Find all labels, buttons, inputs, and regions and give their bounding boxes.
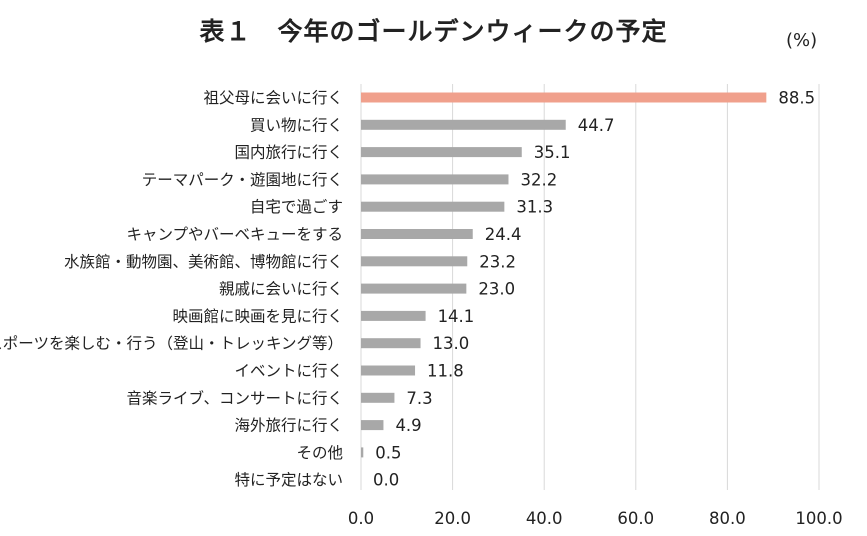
x-tick-label: 80.0 bbox=[709, 509, 746, 528]
bar bbox=[361, 174, 509, 185]
value-label: 88.5 bbox=[778, 89, 815, 108]
unit-label: (%) bbox=[786, 30, 818, 51]
bar bbox=[361, 447, 364, 458]
x-tick-label: 40.0 bbox=[526, 509, 563, 528]
category-label: スポーツを楽しむ・行う（登山・トレッキング等） bbox=[0, 335, 343, 353]
bar bbox=[361, 310, 426, 321]
category-label: 海外旅行に行く bbox=[234, 417, 343, 435]
bar bbox=[361, 283, 467, 294]
x-tick-label: 100.0 bbox=[795, 509, 842, 528]
bar bbox=[361, 392, 395, 403]
chart-title: 表１ 今年のゴールデンウィークの予定 bbox=[199, 17, 668, 46]
bar bbox=[361, 229, 473, 239]
value-label: 4.9 bbox=[395, 416, 421, 435]
category-label: 映画館に映画を見に行く bbox=[172, 307, 343, 325]
value-label: 24.4 bbox=[485, 225, 522, 244]
bar bbox=[361, 92, 767, 103]
category-label: 親戚に会いに行く bbox=[219, 280, 343, 298]
value-label: 0.0 bbox=[373, 471, 399, 490]
bar bbox=[361, 119, 566, 130]
category-label: 音楽ライブ、コンサートに行く bbox=[126, 388, 343, 407]
value-label: 31.3 bbox=[516, 198, 553, 217]
labels: 0.0 20.0 40.0 60.0 80.0 100.0 祖父母に会いに行く 88.5 買い物… bbox=[0, 89, 843, 529]
value-label: 0.5 bbox=[375, 443, 401, 462]
value-label: 23.2 bbox=[479, 252, 516, 271]
value-label: 23.0 bbox=[478, 280, 515, 299]
bar bbox=[361, 256, 468, 267]
category-label: 国内旅行に行く bbox=[234, 144, 343, 162]
category-label: イベントに行く bbox=[234, 362, 343, 380]
value-label: 44.7 bbox=[578, 116, 615, 135]
category-label: 特に予定はない bbox=[234, 471, 343, 489]
value-label: 7.3 bbox=[406, 389, 432, 408]
category-label: 自宅で過ごす bbox=[250, 198, 343, 216]
x-tick-label: 60.0 bbox=[617, 509, 654, 528]
bar bbox=[361, 338, 421, 349]
bar bbox=[361, 147, 522, 158]
category-label: キャンプやバーベキューをする bbox=[126, 226, 343, 244]
bar bbox=[361, 365, 416, 376]
value-label: 13.0 bbox=[433, 334, 470, 353]
category-label: 祖父母に会いに行く bbox=[203, 89, 343, 107]
x-tick-label: 20.0 bbox=[434, 509, 471, 528]
value-label: 11.8 bbox=[427, 362, 464, 381]
bar bbox=[361, 201, 505, 212]
category-label: テーマパーク・遊園地に行く bbox=[142, 171, 343, 189]
value-label: 35.1 bbox=[534, 143, 571, 162]
bars bbox=[361, 92, 767, 458]
category-label: その他 bbox=[296, 444, 343, 462]
value-label: 14.1 bbox=[438, 307, 475, 326]
category-label: 水族館・動物園、美術館、博物館に行く bbox=[64, 253, 343, 271]
value-label: 32.2 bbox=[520, 170, 557, 189]
category-label: 買い物に行く bbox=[250, 116, 343, 134]
bar bbox=[361, 420, 384, 431]
x-tick-label: 0.0 bbox=[348, 509, 374, 528]
